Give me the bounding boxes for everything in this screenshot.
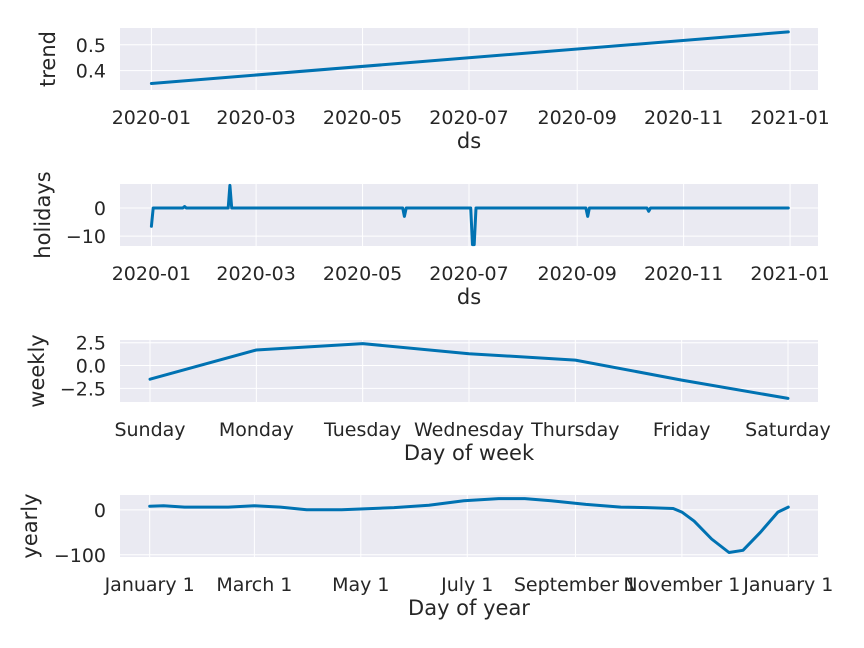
x-tick-label: 2020-07 — [429, 263, 508, 285]
x-tick-label: September 1 — [514, 574, 637, 596]
y-tick-label: 0.5 — [76, 35, 106, 57]
y-tick-label: 0.0 — [76, 356, 106, 378]
y-tick-label: 0.4 — [76, 61, 106, 83]
y-tick-label: 0 — [94, 500, 106, 522]
yearly-series-line — [148, 497, 790, 554]
x-tick-label: 2020-01 — [112, 263, 191, 285]
holidays-x-axis-label: ds — [457, 285, 481, 309]
y-tick-label: −100 — [54, 545, 106, 567]
x-tick-label: Wednesday — [414, 419, 524, 441]
x-tick-label: 2020-09 — [537, 263, 616, 285]
y-tick-label: 2.5 — [76, 333, 106, 355]
weekly-series-line — [148, 342, 790, 400]
x-tick-label: 2020-11 — [644, 107, 723, 129]
holidays-y-axis-label: holidays — [31, 171, 55, 258]
x-tick-label: July 1 — [440, 574, 493, 596]
yearly-panel: 0 −100 January 1 March 1 May 1 July 1 Septembe… — [18, 493, 833, 620]
x-tick-label: 2021-01 — [750, 263, 829, 285]
y-tick-label: −2.5 — [60, 378, 106, 400]
x-tick-label: November 1 — [623, 574, 740, 596]
y-tick-label: 0 — [94, 198, 106, 220]
trend-panel: 0.4 0.5 2020-01 2020-03 2020-05 2020-07 2020-0… — [36, 28, 830, 153]
holidays-series-line — [149, 183, 790, 247]
x-tick-label: 2020-09 — [537, 107, 616, 129]
x-tick-label: 2020-07 — [429, 107, 508, 129]
trend-x-axis-label: ds — [457, 129, 481, 153]
x-tick-label: January 1 — [104, 574, 195, 596]
x-tick-label: 2020-01 — [112, 107, 191, 129]
x-tick-label: 2020-03 — [216, 107, 295, 129]
trend-y-axis-label: trend — [36, 31, 60, 87]
yearly-x-axis-label: Day of year — [408, 596, 530, 620]
x-tick-label: 2020-05 — [323, 107, 402, 129]
x-tick-label: Thursday — [530, 419, 619, 441]
weekly-x-axis-label: Day of week — [404, 441, 535, 465]
x-tick-label: Saturday — [745, 419, 831, 441]
x-tick-label: Monday — [219, 419, 294, 441]
x-tick-label: 2020-05 — [323, 263, 402, 285]
weekly-y-axis-label: weekly — [25, 334, 49, 407]
yearly-y-axis-label: yearly — [18, 493, 42, 558]
x-tick-label: 2020-03 — [216, 263, 295, 285]
x-tick-label: Sunday — [114, 419, 185, 441]
holidays-panel: 0 −10 2020-01 2020-03 2020-05 2020-07 2020-09 2… — [31, 171, 830, 309]
x-tick-label: January 1 — [742, 574, 833, 596]
x-tick-label: March 1 — [216, 574, 292, 596]
x-tick-label: Friday — [653, 419, 711, 441]
x-tick-label: 2020-11 — [644, 263, 723, 285]
x-tick-label: Tuesday — [323, 419, 401, 441]
y-tick-label: −10 — [66, 226, 106, 248]
weekly-panel: 2.50.0−2.5 Sunday Monday Tuesday Wednesday Th… — [25, 333, 831, 465]
yearly-plot-area — [120, 495, 818, 557]
x-tick-label: 2021-01 — [750, 107, 829, 129]
trend-series-line — [149, 30, 790, 85]
x-tick-label: May 1 — [332, 574, 389, 596]
